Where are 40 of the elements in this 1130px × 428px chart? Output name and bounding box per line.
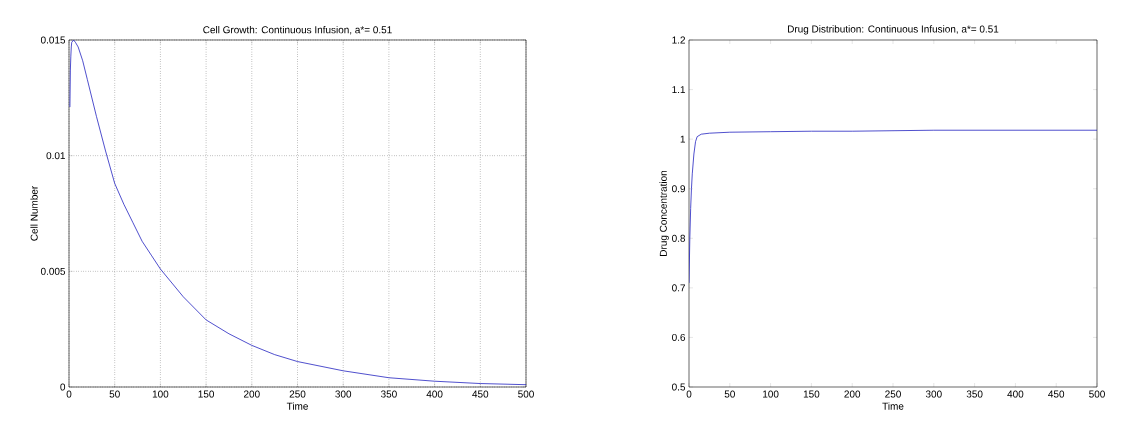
x-tick-label: 50 [724, 390, 735, 398]
y-tick-label: 0.015 [40, 36, 66, 44]
x-tick-label: 350 [380, 390, 397, 398]
x-tick-label: 400 [426, 390, 443, 398]
y-tick-label: 0.5 [672, 383, 686, 391]
y-tick-label: 0.01 [46, 152, 65, 160]
x-tick-label: 0 [686, 390, 692, 398]
x-tick-label: 150 [803, 390, 820, 398]
y-axis-title: Cell Number [30, 186, 38, 241]
x-tick-label: 400 [1007, 390, 1024, 398]
y-tick-label: 0 [60, 383, 66, 391]
x-axis-title: Time [882, 402, 904, 410]
x-tick-label: 100 [763, 390, 779, 398]
x-tick-label: 500 [1089, 390, 1105, 398]
x-tick-label: 250 [885, 390, 901, 398]
y-tick-label: 1.2 [672, 36, 685, 44]
y-axis-title: Drug Concentration [659, 170, 669, 256]
x-tick-label: 200 [844, 390, 861, 398]
x-tick-label: 500 [518, 390, 534, 398]
y-tick-label: 0.7 [672, 284, 685, 292]
x-tick-label: 50 [109, 390, 120, 398]
x-tick-label: 350 [966, 390, 983, 398]
x-tick-label: 150 [198, 390, 215, 398]
x-tick-label: 100 [152, 390, 169, 398]
x-tick-label: 300 [925, 390, 942, 398]
x-tick-label: 250 [289, 390, 306, 398]
x-tick-label: 450 [472, 390, 489, 398]
x-axis-title: Time [286, 402, 308, 410]
x-tick-label: 200 [243, 390, 260, 398]
y-tick-label: 0.9 [672, 185, 686, 193]
y-tick-label: 1.1 [672, 86, 686, 93]
y-tick-label: 1 [680, 135, 686, 143]
chart-title: Cell Growth: Continuous Infusion, a*= 0.51 [203, 26, 392, 35]
x-tick-label: 300 [335, 390, 352, 398]
y-tick-label: 0.6 [672, 333, 686, 341]
x-tick-label: 0 [66, 390, 72, 398]
y-tick-label: 0.005 [40, 267, 66, 275]
x-tick-label: 450 [1048, 390, 1065, 398]
chart-title: Drug Distribution: Continuous Infusion, a*= 0.51 [788, 25, 999, 35]
y-tick-label: 0.8 [672, 234, 686, 242]
